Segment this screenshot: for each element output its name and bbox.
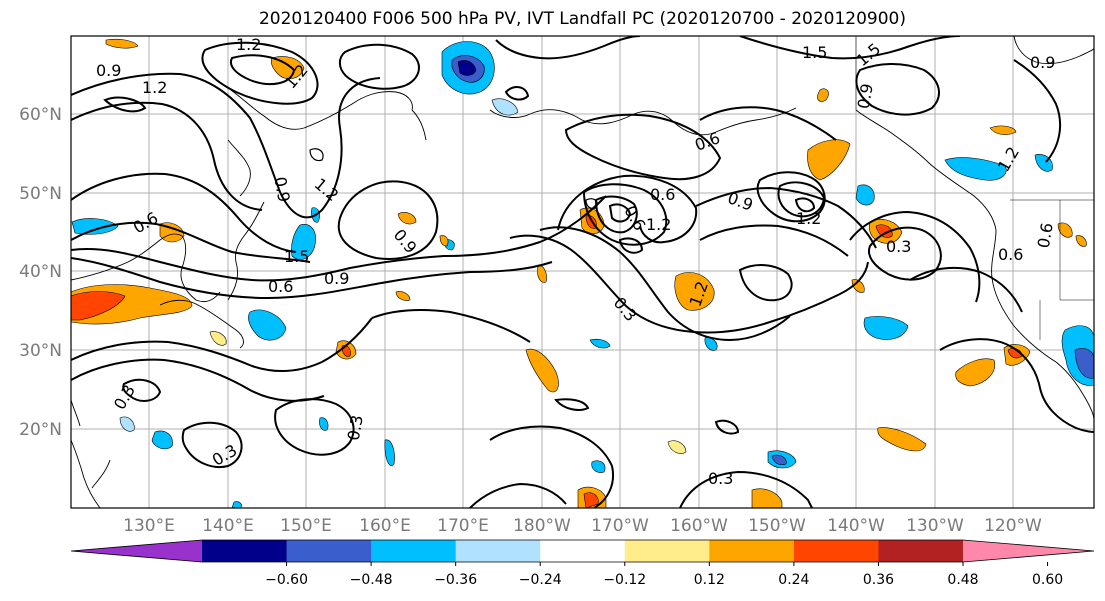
colorbar-outline <box>70 539 1095 563</box>
lon-label: 170°W <box>591 516 649 536</box>
contour-label: 0.3 <box>886 237 911 256</box>
contour-label: 0.9 <box>324 269 349 288</box>
colorbar-segment <box>878 540 964 562</box>
lon-label: 130°E <box>123 516 175 536</box>
colorbar-extend-low <box>71 540 202 562</box>
contour-label: 1.2 <box>142 78 167 97</box>
lat-label: 20°N <box>19 420 62 440</box>
colorbar-tick-label: −0.12 <box>603 572 646 588</box>
colorbar-segment <box>455 540 541 562</box>
colorbar-tick-label: 0.24 <box>778 572 809 588</box>
contour-label: 1.2 <box>236 35 261 54</box>
longitude-labels: 130°E 140°E 150°E 160°E 170°E 180°W 170°… <box>123 516 1042 536</box>
colorbar-segment <box>540 540 626 562</box>
lon-label: 180°W <box>513 516 571 536</box>
colorbar-tick-label: 0.36 <box>863 572 894 588</box>
contour-label: 1.2 <box>646 215 671 234</box>
colorbar-segment <box>202 540 288 562</box>
contour-label: 0.9 <box>96 61 121 80</box>
colorbar-tick-label: 0.60 <box>1032 572 1063 588</box>
lon-label: 140°E <box>202 516 254 536</box>
pv-contours-thin <box>309 148 598 210</box>
contour-label: 0.9 <box>270 175 293 203</box>
colorbar-segment <box>371 540 457 562</box>
lon-label: 120°W <box>984 516 1042 536</box>
gridlines <box>71 36 1094 508</box>
map-title: 2020120400 F006 500 hPa PV, IVT Landfall… <box>258 9 906 29</box>
colorbar-tick-label: −0.24 <box>519 572 562 588</box>
colorbar: −0.60 −0.48 −0.36 −0.24 −0.12 0.12 0.24 0.36 0.4… <box>70 539 1095 588</box>
pv-contours <box>71 36 1094 508</box>
colorbar-extend-high <box>963 540 1094 562</box>
colorbar-tick-label: 0.48 <box>947 572 978 588</box>
lon-label: 160°E <box>359 516 411 536</box>
lat-label: 50°N <box>19 184 62 204</box>
contour-label: 1.2 <box>796 209 821 228</box>
colorbar-segment <box>624 540 710 562</box>
colorbar-segment <box>286 540 372 562</box>
positive-anomaly-fills <box>71 38 1087 508</box>
latitude-labels: 60°N 50°N 40°N 30°N 20°N <box>19 105 62 440</box>
borders <box>855 36 1094 340</box>
colorbar-tick-label: 0.12 <box>694 572 725 588</box>
contour-label: 0.9 <box>854 82 877 110</box>
colorbar-tick-label: −0.36 <box>434 572 477 588</box>
colorbar-segment <box>793 540 879 562</box>
contour-label: 0.3 <box>708 469 733 488</box>
colorbar-tick-label: −0.48 <box>350 572 393 588</box>
contour-label: 1.5 <box>284 247 309 266</box>
lon-label: 160°W <box>670 516 728 536</box>
colorbar-tick-label: −0.60 <box>265 572 308 588</box>
lon-label: 140°W <box>827 516 885 536</box>
contour-label: 0.6 <box>998 245 1023 264</box>
lat-label: 60°N <box>19 105 62 125</box>
lon-label: 150°E <box>280 516 332 536</box>
contour-label: 0.6 <box>1034 221 1057 249</box>
lon-label: 130°W <box>906 516 964 536</box>
contour-label: 0.6 <box>268 277 293 296</box>
contour-label: 0.6 <box>650 185 675 204</box>
contour-label: 1.5 <box>802 43 827 62</box>
negative-anomaly-fills <box>71 41 1094 508</box>
lon-label: 170°E <box>437 516 489 536</box>
contour-label: 0.3 <box>344 414 367 442</box>
lat-label: 40°N <box>19 262 62 282</box>
coastlines <box>71 36 1094 508</box>
contour-label: 0.9 <box>1030 53 1055 72</box>
lon-label: 150°W <box>748 516 806 536</box>
lat-label: 30°N <box>19 341 62 361</box>
colorbar-segment <box>709 540 795 562</box>
map-border <box>70 35 1095 509</box>
